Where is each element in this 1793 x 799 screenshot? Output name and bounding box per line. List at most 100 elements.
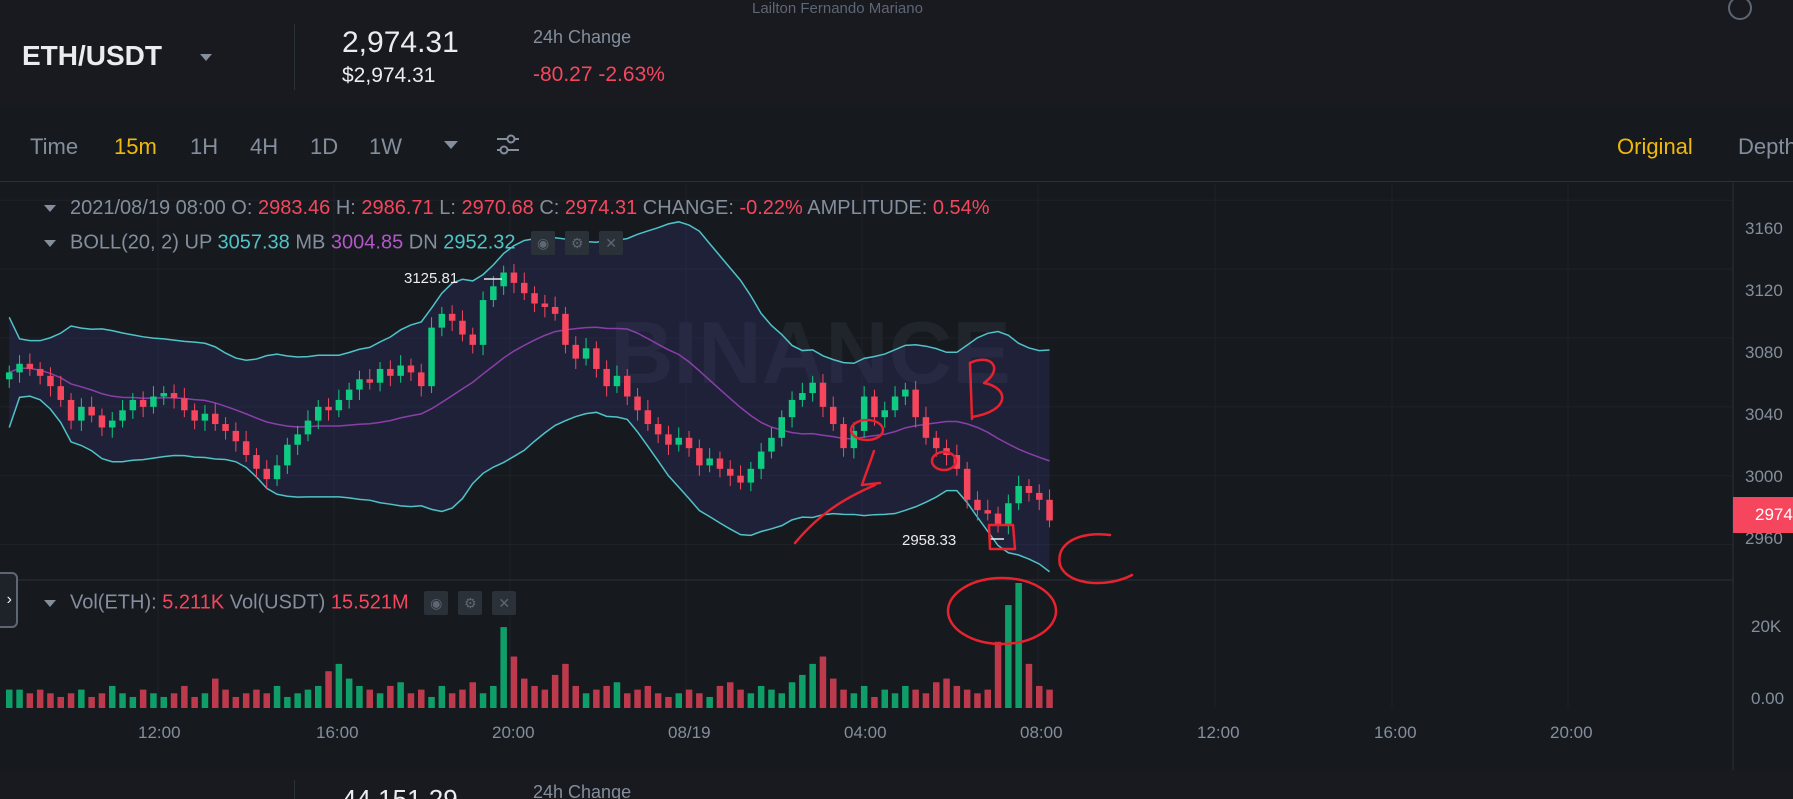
candle (1025, 486, 1033, 493)
candle (201, 413, 209, 421)
candle (57, 386, 64, 400)
candle (521, 282, 528, 294)
collapse-icon[interactable] (44, 205, 56, 213)
interval-1d[interactable]: 1D (310, 134, 339, 159)
candle (438, 313, 446, 328)
volume-bar (974, 693, 981, 708)
vol-eth-value: 5.211K (162, 591, 225, 614)
volume-bar (953, 685, 961, 708)
candle (16, 363, 23, 373)
volume-bar (242, 693, 250, 708)
eye-icon[interactable]: ◉ (424, 591, 449, 615)
high-value: 2986.71 (361, 197, 434, 219)
volume-bar (57, 696, 64, 708)
candle (830, 406, 837, 425)
interval-1h[interactable]: 1H (190, 134, 219, 159)
candle (706, 458, 713, 466)
volume-bar (150, 693, 157, 708)
time-axis-label: 12:00 (1197, 723, 1240, 742)
volume-bar (922, 693, 930, 708)
candle (922, 417, 930, 438)
gear-icon[interactable]: ⚙ (458, 591, 483, 615)
interval-1w[interactable]: 1W (369, 134, 402, 159)
candle (1046, 499, 1053, 521)
volume-bar (778, 693, 785, 708)
volume-bar (541, 689, 549, 708)
volume-bar (634, 689, 641, 708)
volume-bar (912, 689, 919, 708)
close-icon[interactable]: ✕ (492, 591, 517, 615)
volume-bar (47, 693, 54, 708)
candle (36, 368, 44, 376)
volume-bar (860, 685, 868, 708)
collapse-icon[interactable] (44, 599, 56, 607)
volume-bar (6, 689, 13, 708)
candle (809, 382, 816, 394)
interval-15m[interactable]: 15m (114, 134, 157, 159)
candle (407, 365, 415, 373)
expand-panel-button[interactable]: › (0, 572, 18, 628)
candle (994, 513, 1002, 524)
collapse-icon[interactable] (44, 239, 56, 247)
volume-bar (139, 689, 147, 708)
volume-bar (984, 689, 991, 708)
volume-bar (500, 627, 507, 708)
candle (109, 420, 116, 428)
candle (222, 424, 229, 431)
candle (294, 434, 301, 445)
volume-bar (428, 696, 435, 708)
volume-bar (757, 685, 765, 708)
volume-bar (376, 693, 384, 708)
volume-bar (418, 689, 425, 708)
time-axis-label: 08/19 (668, 723, 711, 742)
volume-bar (809, 663, 816, 708)
candle (335, 399, 343, 411)
volume-bar (67, 693, 75, 708)
close-icon[interactable]: ✕ (599, 231, 624, 255)
more-intervals-icon[interactable] (444, 141, 458, 149)
view-original-tab[interactable]: Original (1617, 134, 1693, 159)
volume-bar (727, 682, 734, 708)
view-depth-tab[interactable]: Depth (1738, 134, 1793, 159)
indicator-settings-icon[interactable] (496, 134, 520, 156)
next-ticker-row: 44,151.29 24h Change (0, 770, 1793, 799)
eye-icon[interactable]: ◉ (531, 231, 556, 255)
volume-bar (160, 696, 167, 708)
volume-bar (294, 693, 301, 708)
smiley-icon[interactable] (1728, 0, 1752, 20)
chevron-down-icon[interactable] (200, 54, 212, 61)
volume-bar (315, 685, 322, 708)
candle (397, 365, 404, 376)
candle (685, 437, 693, 449)
candle (984, 510, 991, 514)
interval-4h[interactable]: 4H (250, 134, 279, 159)
low-annotation: 2958.33 (902, 532, 957, 549)
volume-bar (490, 685, 497, 708)
volume-bar (881, 689, 888, 708)
candle (624, 375, 631, 397)
volume-bar (994, 641, 1002, 708)
volume-bar (26, 693, 34, 708)
candle (799, 393, 806, 400)
gear-icon[interactable]: ⚙ (565, 231, 590, 255)
volume-bar (665, 696, 672, 708)
candle (139, 399, 147, 407)
candle (871, 396, 878, 418)
volume-bar (902, 685, 909, 708)
candlestick-chart[interactable]: BINANCE (0, 183, 1793, 770)
volume-bar (345, 678, 353, 708)
volume-bar (531, 685, 538, 708)
candle (284, 444, 291, 466)
volume-bar (253, 689, 260, 708)
volume-bar (448, 693, 456, 708)
pair-selector[interactable]: ETH/USDT (22, 40, 162, 71)
interval-time[interactable]: Time (30, 134, 79, 159)
candle (232, 430, 240, 442)
candle (345, 389, 353, 400)
volume-bar (212, 678, 219, 708)
volume-bar (78, 689, 85, 708)
volume-bar (696, 693, 703, 708)
candle (551, 306, 559, 314)
time-axis-label: 12:00 (138, 723, 181, 742)
volume-bar (1015, 583, 1022, 708)
